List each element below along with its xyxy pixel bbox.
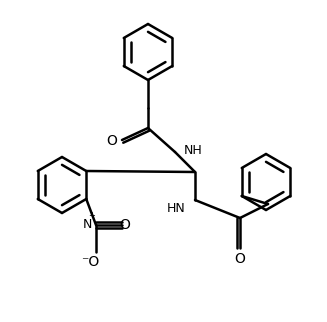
Text: ⁻O: ⁻O bbox=[81, 255, 99, 269]
Text: +: + bbox=[88, 211, 95, 220]
Text: O: O bbox=[120, 218, 130, 232]
Text: N: N bbox=[82, 217, 92, 231]
Text: O: O bbox=[107, 134, 117, 148]
Text: NH: NH bbox=[184, 144, 203, 156]
Text: HN: HN bbox=[166, 202, 185, 214]
Text: O: O bbox=[234, 252, 246, 266]
